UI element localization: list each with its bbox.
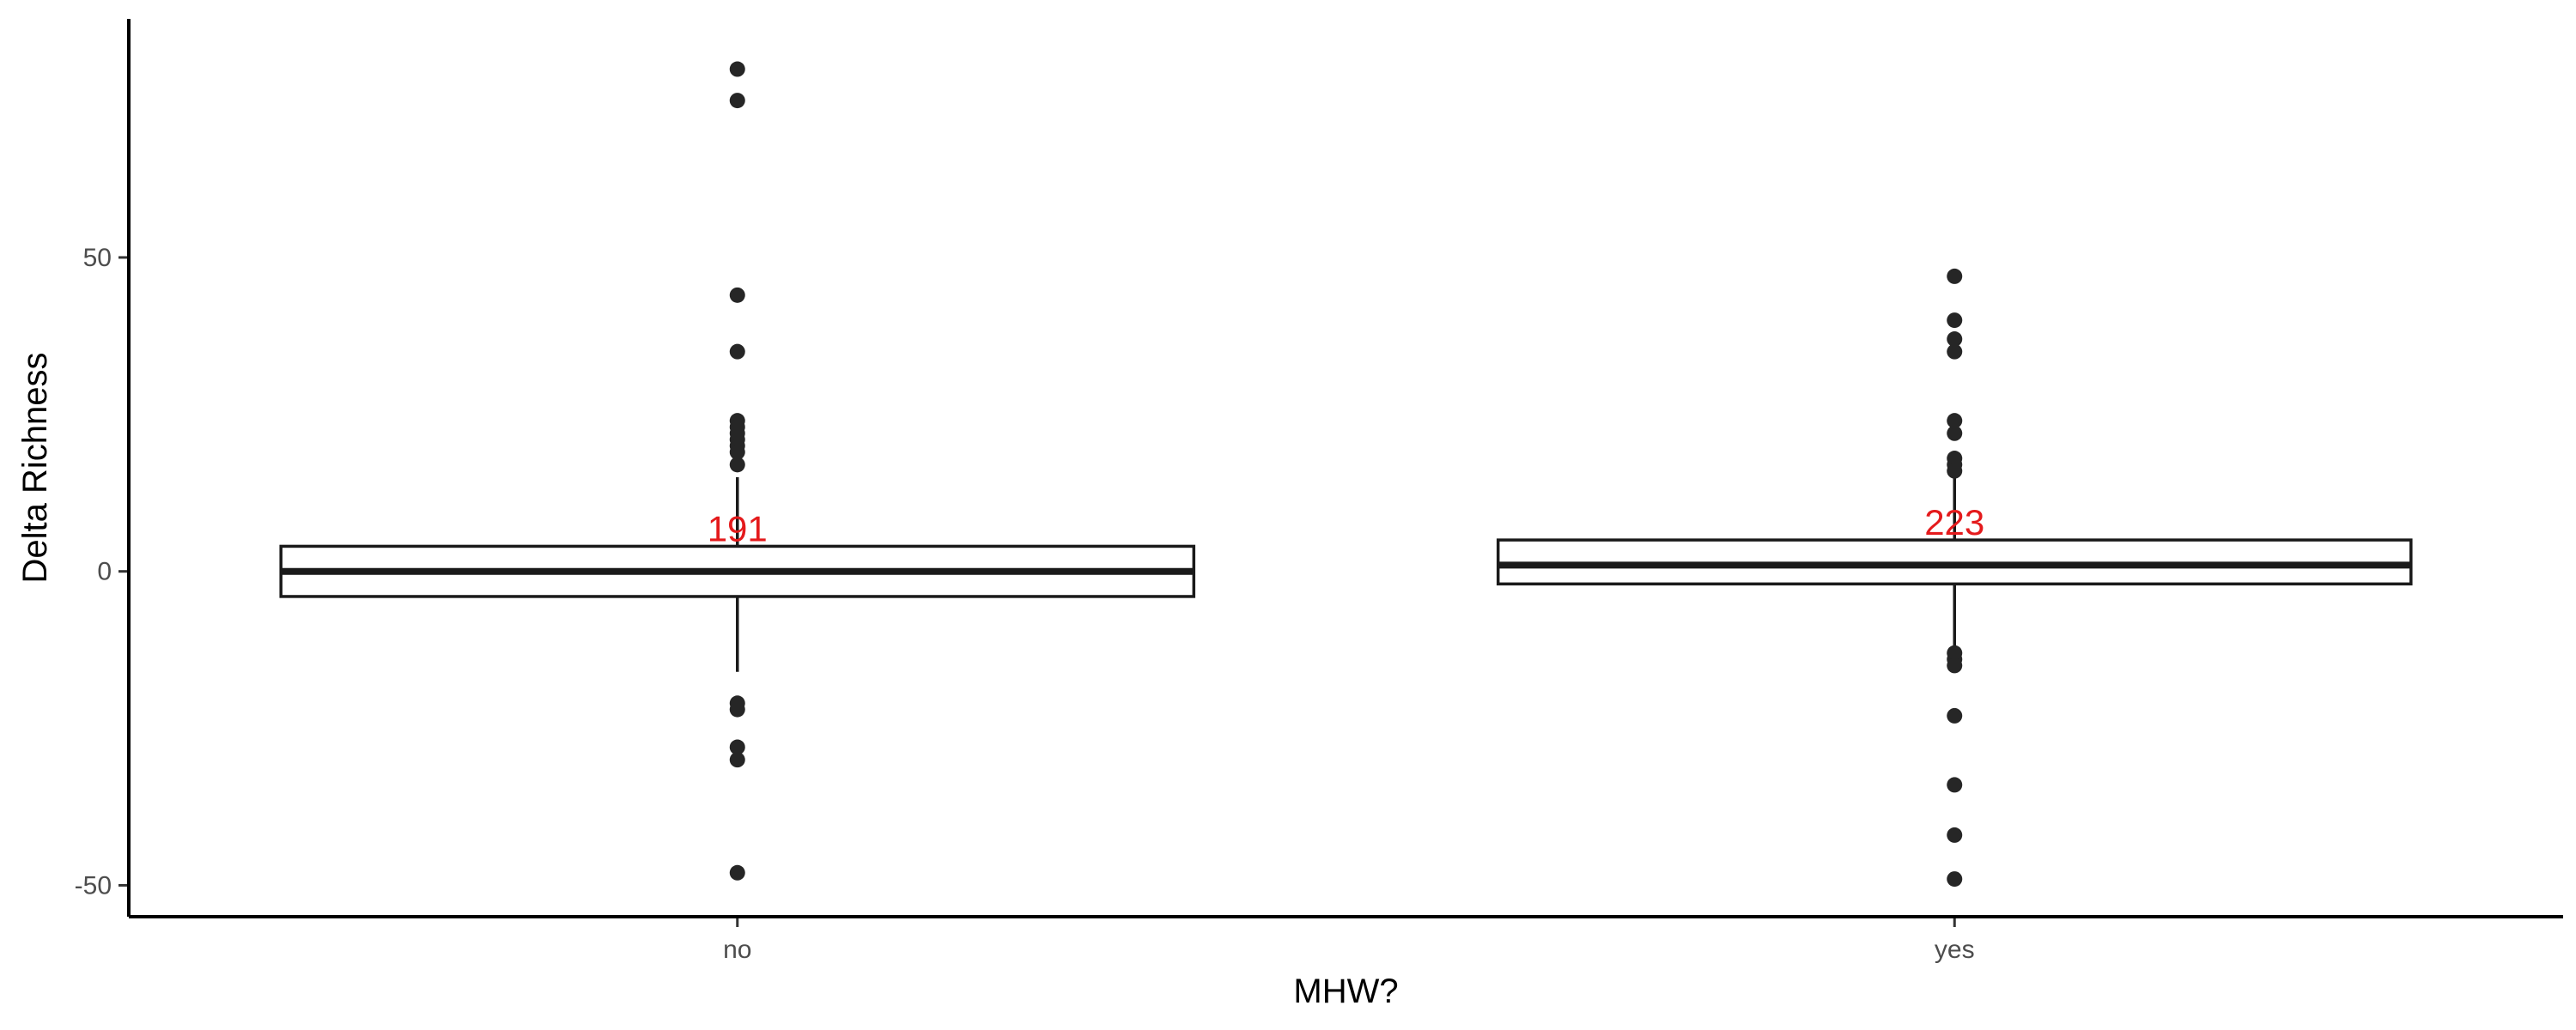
outlier-point <box>729 864 745 881</box>
outlier-point <box>729 61 745 77</box>
outlier-point <box>1947 463 1963 479</box>
outlier-point <box>1947 827 1963 843</box>
x-tick-label: no <box>723 936 751 964</box>
outlier-point <box>1947 312 1963 329</box>
y-tick-label: 0 <box>97 558 112 586</box>
y-axis-ticks: -50 0 50 <box>75 244 129 900</box>
outlier-point <box>1947 413 1963 429</box>
outlier-point <box>1947 871 1963 888</box>
box-group-no: 191 <box>279 61 1196 881</box>
x-axis-ticks: no yes <box>723 917 1975 964</box>
count-label: 191 <box>708 508 768 548</box>
outlier-point <box>729 701 745 718</box>
outlier-point <box>729 752 745 768</box>
outlier-point <box>1947 343 1963 360</box>
outlier-point <box>1947 425 1963 441</box>
outlier-point <box>729 287 745 303</box>
outlier-point <box>1947 268 1963 284</box>
x-tick-label: yes <box>1935 936 1975 964</box>
y-tick-label: 50 <box>83 244 112 272</box>
outlier-point <box>729 739 745 755</box>
box-group-yes: 223 <box>1496 268 2413 888</box>
outlier-point <box>1947 331 1963 348</box>
x-axis-title: MHW? <box>1293 972 1398 1010</box>
outlier-point <box>1947 707 1963 724</box>
outlier-point <box>729 93 745 109</box>
y-axis-title: Delta Richness <box>16 352 54 583</box>
count-label: 223 <box>1924 502 1984 542</box>
y-tick-label: -50 <box>75 871 112 900</box>
outlier-point <box>729 444 745 460</box>
plot-area: 191 223 <box>279 61 2413 888</box>
outlier-point <box>729 343 745 360</box>
outlier-point <box>729 457 745 473</box>
outlier-point <box>1947 777 1963 793</box>
outlier-point <box>1947 657 1963 674</box>
